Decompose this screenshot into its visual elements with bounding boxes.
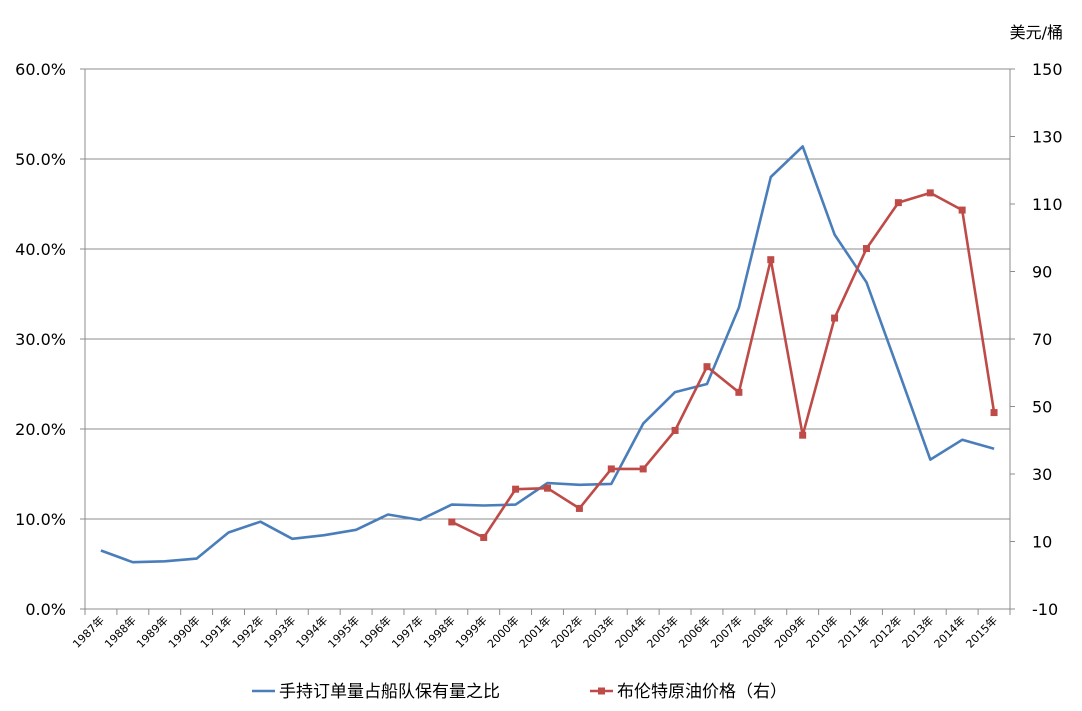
- legend-label: 手持订单量占船队保有量之比: [279, 682, 500, 702]
- x-tick-label: 1988年: [101, 613, 138, 650]
- x-tick-label: 2003年: [580, 613, 617, 650]
- data-point: [544, 484, 551, 492]
- data-point: [575, 504, 583, 512]
- series-line: [100, 145, 995, 564]
- left-tick-label: 20.0%: [15, 420, 66, 439]
- legend-item: 手持订单量占船队保有量之比: [252, 682, 500, 702]
- left-axis-tick-labels: 0.0% 10.0% 20.0% 30.0% 40.0% 50.0% 60.0%: [15, 60, 66, 619]
- x-axis-tick-labels: 1987年1988年1989年1990年1991年1992年1993年1994年…: [70, 613, 1001, 650]
- data-point: [767, 256, 775, 264]
- data-point: [990, 409, 998, 417]
- right-tick-label: 10: [1032, 533, 1052, 552]
- x-tick-label: 2012年: [867, 613, 904, 650]
- axes: [80, 68, 1015, 615]
- data-point: [831, 314, 839, 322]
- right-tick-label: 150: [1032, 60, 1063, 79]
- data-point: [448, 518, 456, 526]
- x-tick-label: 2000年: [484, 613, 521, 650]
- data-point: [926, 189, 934, 197]
- x-tick-label: 1999年: [452, 613, 489, 650]
- x-tick-label: 2015年: [963, 613, 1000, 650]
- x-tick-label: 2007年: [708, 613, 745, 650]
- right-axis-unit-label: 美元/桶: [1010, 23, 1063, 42]
- x-tick-label: 1991年: [197, 613, 234, 650]
- series-layer: [100, 145, 998, 564]
- x-tick-label: 1987年: [70, 613, 107, 650]
- right-tick-label: -10: [1032, 600, 1058, 619]
- right-tick-label: 50: [1032, 398, 1052, 417]
- left-tick-label: 50.0%: [15, 150, 66, 169]
- x-tick-label: 1995年: [325, 613, 362, 650]
- legend-marker: [598, 687, 605, 695]
- legend-item: 布伦特原油价格（右）: [590, 682, 787, 702]
- legend-label: 布伦特原油价格（右）: [617, 682, 787, 702]
- x-tick-label: 1998年: [420, 613, 457, 650]
- right-tick-label: 30: [1032, 465, 1052, 484]
- x-tick-label: 2013年: [899, 613, 936, 650]
- right-tick-label: 110: [1032, 195, 1063, 214]
- x-tick-label: 2002年: [548, 613, 585, 650]
- x-tick-label: 1997年: [389, 613, 426, 650]
- x-tick-label: 2004年: [612, 613, 649, 650]
- right-axis-tick-labels: -10 10 30 50 70 90 110 130 150: [1032, 60, 1063, 619]
- right-tick-label: 90: [1032, 263, 1052, 282]
- data-point: [480, 533, 488, 541]
- data-point: [639, 465, 647, 473]
- series-line: [451, 191, 996, 539]
- left-tick-label: 10.0%: [15, 510, 66, 529]
- x-tick-label: 2005年: [644, 613, 681, 650]
- x-tick-label: 2008年: [739, 613, 776, 650]
- left-tick-label: 30.0%: [15, 330, 66, 349]
- data-point: [958, 206, 966, 214]
- right-tick-label: 130: [1032, 128, 1063, 147]
- data-point: [512, 485, 520, 493]
- data-point: [607, 465, 615, 473]
- x-tick-label: 1993年: [261, 613, 298, 650]
- x-tick-label: 1989年: [133, 613, 170, 650]
- x-tick-label: 1990年: [165, 613, 202, 650]
- left-tick-label: 0.0%: [25, 600, 66, 619]
- x-tick-label: 2006年: [676, 613, 713, 650]
- x-tick-label: 2001年: [516, 613, 553, 650]
- data-point: [703, 363, 711, 371]
- x-tick-label: 2011年: [835, 613, 872, 650]
- x-tick-label: 2009年: [771, 613, 808, 650]
- left-tick-label: 60.0%: [15, 60, 66, 79]
- data-point: [735, 388, 743, 396]
- grid-lines: [85, 68, 1010, 520]
- series-2: [448, 189, 998, 541]
- x-tick-label: 1994年: [293, 613, 330, 650]
- legend: 手持订单量占船队保有量之比 布伦特原油价格（右）: [252, 682, 787, 702]
- x-tick-label: 1996年: [357, 613, 394, 650]
- x-tick-label: 1992年: [229, 613, 266, 650]
- data-point: [799, 431, 807, 439]
- left-tick-label: 40.0%: [15, 240, 66, 259]
- x-tick-label: 2010年: [803, 613, 840, 650]
- data-point: [862, 245, 870, 253]
- right-tick-label: 70: [1032, 330, 1052, 349]
- series-1: [100, 145, 995, 564]
- data-point: [671, 426, 679, 434]
- x-tick-label: 2014年: [931, 613, 968, 650]
- data-point: [894, 199, 902, 207]
